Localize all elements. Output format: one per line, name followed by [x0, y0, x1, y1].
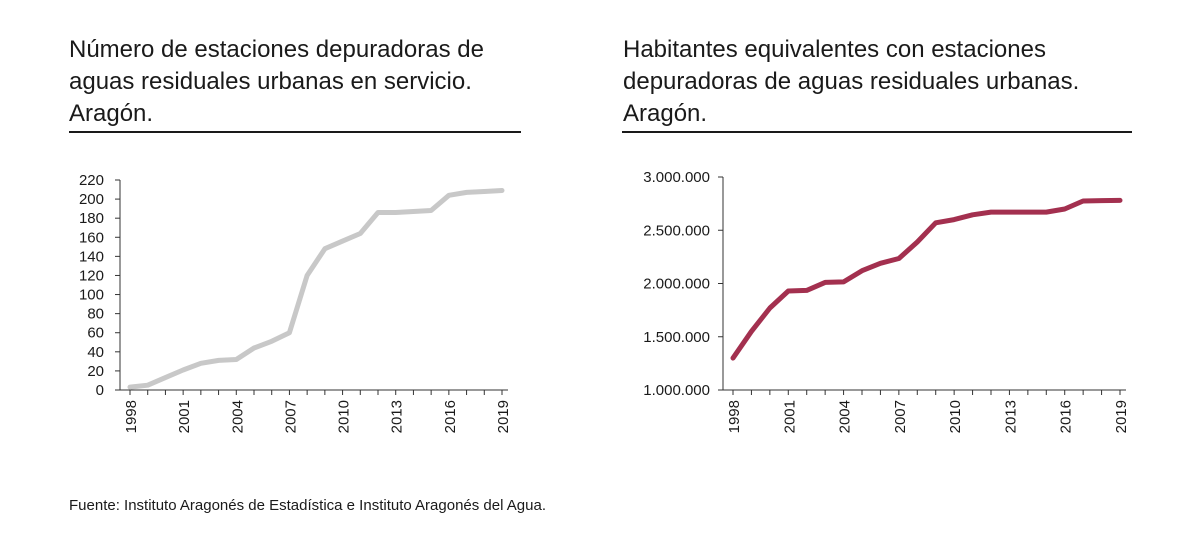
y-tick-label: 180	[79, 210, 104, 227]
x-tick-label: 2004	[837, 400, 854, 433]
x-tick-label: 2019	[1113, 400, 1130, 433]
y-tick-label: 1.000.000	[643, 382, 710, 399]
y-tick-label: 100	[79, 287, 104, 304]
x-tick-label: 2007	[892, 400, 909, 433]
x-tick-label: 2001	[781, 400, 798, 433]
chart-title: Número de estaciones depuradoras de agua…	[69, 36, 484, 127]
x-tick-label: 1998	[726, 400, 743, 433]
series-line	[127, 188, 505, 390]
chart-panel-stations: Número de estaciones depuradoras de agua…	[0, 0, 560, 470]
y-tick-label: 140	[79, 248, 104, 265]
x-tick-label: 2016	[442, 400, 459, 433]
y-tick-label: 1.500.000	[643, 329, 710, 346]
x-tick-label: 2019	[495, 400, 512, 433]
x-tick-label: 2010	[947, 400, 964, 433]
x-tick-label: 1998	[123, 400, 140, 433]
y-tick-label: 3.000.000	[643, 169, 710, 186]
x-tick-label: 2013	[1002, 400, 1019, 433]
series-line	[730, 197, 1123, 361]
y-tick-label: 220	[79, 172, 104, 189]
chart-title: Habitantes equivalentes con estaciones d…	[623, 36, 1080, 127]
y-tick-label: 80	[87, 306, 104, 323]
y-tick-label: 20	[87, 363, 104, 380]
y-tick-label: 2.500.000	[643, 222, 710, 239]
y-tick-label: 0	[96, 382, 104, 399]
y-tick-label: 200	[79, 191, 104, 208]
x-tick-label: 2004	[229, 400, 246, 433]
x-tick-label: 2016	[1058, 400, 1075, 433]
y-tick-label: 60	[87, 325, 104, 342]
x-tick-label: 2007	[282, 400, 299, 433]
y-tick-label: 160	[79, 229, 104, 246]
source-note: Fuente: Instituto Aragonés de Estadístic…	[69, 497, 546, 514]
line-chart-inhabitants: 1.000.000 1.500.000 2.000.000 2.500.000 3.00…	[643, 169, 1130, 433]
title-underline	[622, 131, 1132, 133]
y-tick-label: 40	[87, 344, 104, 361]
title-underline	[69, 131, 521, 133]
chart-panel-inhabitants: Habitantes equivalentes con estaciones d…	[600, 0, 1189, 470]
x-tick-label: 2013	[389, 400, 406, 433]
x-tick-label: 2001	[176, 400, 193, 433]
x-tick-label: 2010	[336, 400, 353, 433]
y-tick-label: 2.000.000	[643, 276, 710, 293]
line-chart-stations: 0 20 40 60 80 100 120 140 160 180 200 220 1998 2001 20…	[79, 172, 512, 433]
y-tick-label: 120	[79, 267, 104, 284]
